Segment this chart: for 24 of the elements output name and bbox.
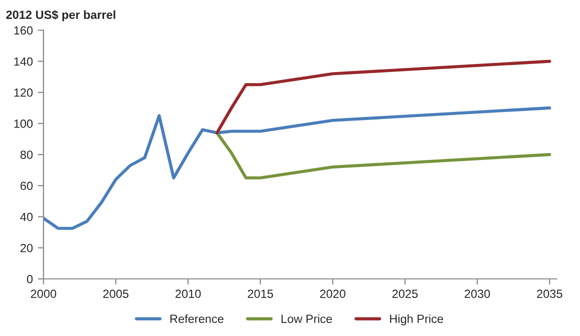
x-tick-label: 2025 [392,290,418,298]
y-tick-label: 140 [14,57,33,66]
legend-label: Reference [170,314,224,324]
legend-label: High Price [390,314,444,326]
y-tick-label: 40 [20,212,33,222]
y-tick-label: 0 [26,274,33,284]
x-tick-label: 2015 [248,290,274,298]
y-tick-label: 120 [14,88,33,97]
x-tick-label: 2030 [464,290,490,298]
x-tick-label: 2035 [537,290,562,298]
y-tick-label: 60 [20,182,33,190]
line-series [215,131,552,180]
y-tick-label: 80 [20,150,33,159]
y-tick-label: 160 [14,26,33,35]
x-tick-label: 2005 [103,290,128,298]
y-tick-label: 20 [20,244,33,252]
x-tick-label: 2010 [176,290,201,298]
x-tick-label: 2020 [320,290,346,298]
y-axis-title: 2012 US$ per barrel [6,10,116,22]
y-tick-label: 100 [14,120,33,128]
x-tick-label: 2000 [30,290,56,298]
legend-label: Low Price [282,314,332,324]
line-series [44,106,552,230]
line-series [215,60,552,134]
